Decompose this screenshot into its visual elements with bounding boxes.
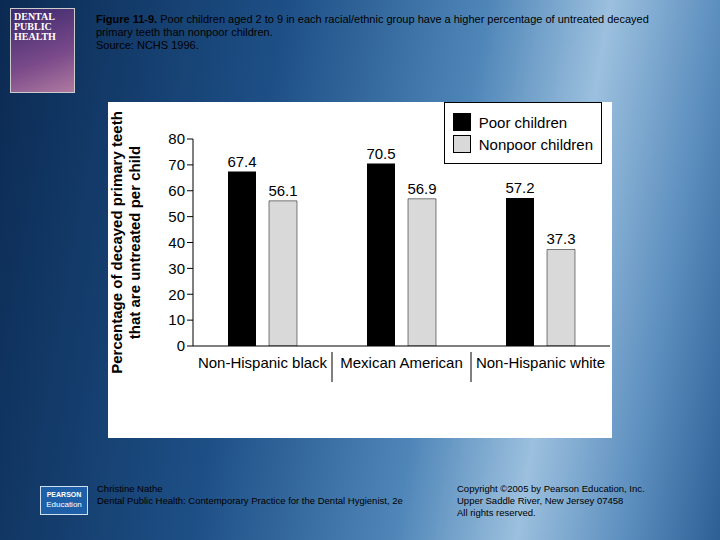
- html-text:Dental Public Health: Contempo: Dental Public Health: Contemporary Pract…: [97, 495, 403, 506]
- html-text:Figure 11-9. Poor children age: Figure 11-9. Poor children aged 2 to 9 i…: [96, 13, 649, 38]
- svg-text:37.3: 37.3: [546, 230, 575, 247]
- html-text:Copyright ©2005 by Pearson Edu: Copyright ©2005 by Pearson Education, In…: [457, 483, 645, 494]
- html-text:Poor children: Poor children: [478, 113, 568, 131]
- svg-text:Non-Hispanic black: Non-Hispanic black: [198, 354, 328, 371]
- svg-text:60: 60: [168, 182, 185, 199]
- svg-text:80: 80: [168, 130, 185, 147]
- svg-text:20: 20: [168, 286, 185, 303]
- svg-text:56.1: 56.1: [268, 182, 297, 199]
- svg-text:67.4: 67.4: [227, 153, 256, 170]
- svg-text:Mexican American: Mexican American: [340, 354, 463, 371]
- html-text:PEARSON: PEARSON: [46, 491, 82, 498]
- html-text:Upper Saddle River, New Jersey: Upper Saddle River, New Jersey 07458: [457, 495, 624, 506]
- svg-text:Non-Hispanic white: Non-Hispanic white: [476, 354, 605, 371]
- html-text:Nonpoor children: Nonpoor children: [478, 135, 593, 153]
- svg-text:40: 40: [168, 234, 185, 251]
- svg-text:70: 70: [168, 156, 185, 173]
- svg-text:56.9: 56.9: [407, 180, 436, 197]
- svg-text:30: 30: [168, 260, 185, 277]
- svg-text:50: 50: [168, 208, 185, 225]
- svg-text:0: 0: [177, 337, 185, 354]
- svg-text:70.5: 70.5: [366, 145, 395, 162]
- html-text:Christine Nathe: Christine Nathe: [97, 483, 163, 494]
- html-text:All rights reserved.: All rights reserved.: [457, 507, 536, 518]
- svg-text:Percentage of decayed primary: Percentage of decayed primary teeththat …: [108, 111, 143, 374]
- html-text:Education: Education: [46, 500, 82, 509]
- html-text:Source: NCHS 1996.: Source: NCHS 1996.: [96, 39, 199, 51]
- html-text:DENTAL PUBLIC HEALTH: DENTAL PUBLIC HEALTH: [14, 11, 56, 42]
- svg-text:57.2: 57.2: [505, 179, 534, 196]
- svg-text:10: 10: [168, 311, 185, 328]
